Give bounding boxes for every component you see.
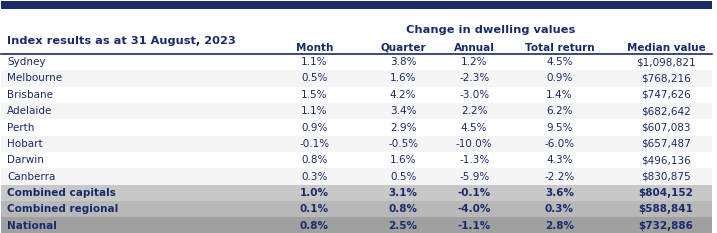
Bar <box>1 168 713 185</box>
Text: $1,098,821: $1,098,821 <box>636 57 696 67</box>
Text: Month: Month <box>295 43 333 53</box>
Text: -4.0%: -4.0% <box>457 204 491 214</box>
Text: $607,083: $607,083 <box>642 123 691 133</box>
Text: -0.5%: -0.5% <box>388 139 418 149</box>
Text: 1.0%: 1.0% <box>300 188 328 198</box>
Text: 4.5%: 4.5% <box>546 57 573 67</box>
Text: Median value: Median value <box>627 43 706 53</box>
Bar <box>1 217 713 233</box>
Text: -2.2%: -2.2% <box>544 171 574 182</box>
Text: -6.0%: -6.0% <box>544 139 574 149</box>
Text: 4.3%: 4.3% <box>546 155 573 165</box>
Text: 4.5%: 4.5% <box>461 123 488 133</box>
Text: National: National <box>7 221 57 231</box>
Text: 6.2%: 6.2% <box>546 106 573 116</box>
Text: 1.5%: 1.5% <box>301 90 328 100</box>
Text: Sydney: Sydney <box>7 57 46 67</box>
Text: 0.1%: 0.1% <box>300 204 328 214</box>
Text: 2.8%: 2.8% <box>545 221 574 231</box>
Text: Combined regional: Combined regional <box>7 204 118 214</box>
Text: 0.9%: 0.9% <box>546 73 573 83</box>
Text: 3.6%: 3.6% <box>545 188 574 198</box>
Text: 2.9%: 2.9% <box>390 123 417 133</box>
Text: -2.3%: -2.3% <box>459 73 489 83</box>
Text: $830,875: $830,875 <box>641 171 691 182</box>
Bar <box>1 185 713 201</box>
Bar <box>1 103 713 119</box>
Text: 0.3%: 0.3% <box>301 171 328 182</box>
Text: 2.5%: 2.5% <box>389 221 417 231</box>
Text: $747,626: $747,626 <box>641 90 691 100</box>
Text: Index results as at 31 August, 2023: Index results as at 31 August, 2023 <box>7 36 236 46</box>
Text: Annual: Annual <box>454 43 495 53</box>
Text: Change in dwelling values: Change in dwelling values <box>406 24 575 34</box>
Text: Melbourne: Melbourne <box>7 73 62 83</box>
Text: 1.6%: 1.6% <box>390 155 417 165</box>
Text: $804,152: $804,152 <box>639 188 693 198</box>
Text: 1.6%: 1.6% <box>390 73 417 83</box>
Text: -0.1%: -0.1% <box>457 188 491 198</box>
Text: 2.2%: 2.2% <box>461 106 488 116</box>
Text: 1.4%: 1.4% <box>546 90 573 100</box>
Bar <box>1 54 713 70</box>
Text: 4.2%: 4.2% <box>390 90 417 100</box>
Text: 0.3%: 0.3% <box>545 204 574 214</box>
Text: -1.3%: -1.3% <box>459 155 489 165</box>
Text: Quarter: Quarter <box>380 43 426 53</box>
Text: 0.9%: 0.9% <box>301 123 328 133</box>
Text: 0.8%: 0.8% <box>389 204 417 214</box>
Text: $588,841: $588,841 <box>639 204 693 214</box>
Bar <box>1 152 713 168</box>
Text: Perth: Perth <box>7 123 34 133</box>
Bar <box>1 201 713 217</box>
Text: $768,216: $768,216 <box>641 73 691 83</box>
Text: -5.9%: -5.9% <box>459 171 489 182</box>
Text: 0.8%: 0.8% <box>300 221 328 231</box>
Text: -3.0%: -3.0% <box>459 90 489 100</box>
Text: -1.1%: -1.1% <box>457 221 491 231</box>
Text: $657,487: $657,487 <box>641 139 691 149</box>
Bar <box>1 70 713 87</box>
Bar <box>1 136 713 152</box>
Text: Darwin: Darwin <box>7 155 44 165</box>
Text: 3.8%: 3.8% <box>390 57 417 67</box>
Text: Total return: Total return <box>525 43 594 53</box>
Bar <box>1 87 713 103</box>
Bar <box>1 1 713 9</box>
Text: -10.0%: -10.0% <box>456 139 493 149</box>
Text: -0.1%: -0.1% <box>299 139 329 149</box>
Text: 0.5%: 0.5% <box>390 171 417 182</box>
Text: 0.5%: 0.5% <box>301 73 328 83</box>
Text: 3.4%: 3.4% <box>390 106 417 116</box>
Text: 3.1%: 3.1% <box>389 188 417 198</box>
Bar <box>1 19 713 54</box>
Text: Brisbane: Brisbane <box>7 90 53 100</box>
Text: 9.5%: 9.5% <box>546 123 573 133</box>
Text: Canberra: Canberra <box>7 171 55 182</box>
Text: $732,886: $732,886 <box>639 221 693 231</box>
Text: $496,136: $496,136 <box>641 155 691 165</box>
Text: 1.1%: 1.1% <box>301 106 328 116</box>
Text: $682,642: $682,642 <box>641 106 691 116</box>
Text: 1.1%: 1.1% <box>301 57 328 67</box>
Text: Combined capitals: Combined capitals <box>7 188 116 198</box>
Bar <box>1 119 713 136</box>
Text: 1.2%: 1.2% <box>461 57 488 67</box>
Text: 0.8%: 0.8% <box>301 155 328 165</box>
Text: Adelaide: Adelaide <box>7 106 52 116</box>
Text: Hobart: Hobart <box>7 139 43 149</box>
